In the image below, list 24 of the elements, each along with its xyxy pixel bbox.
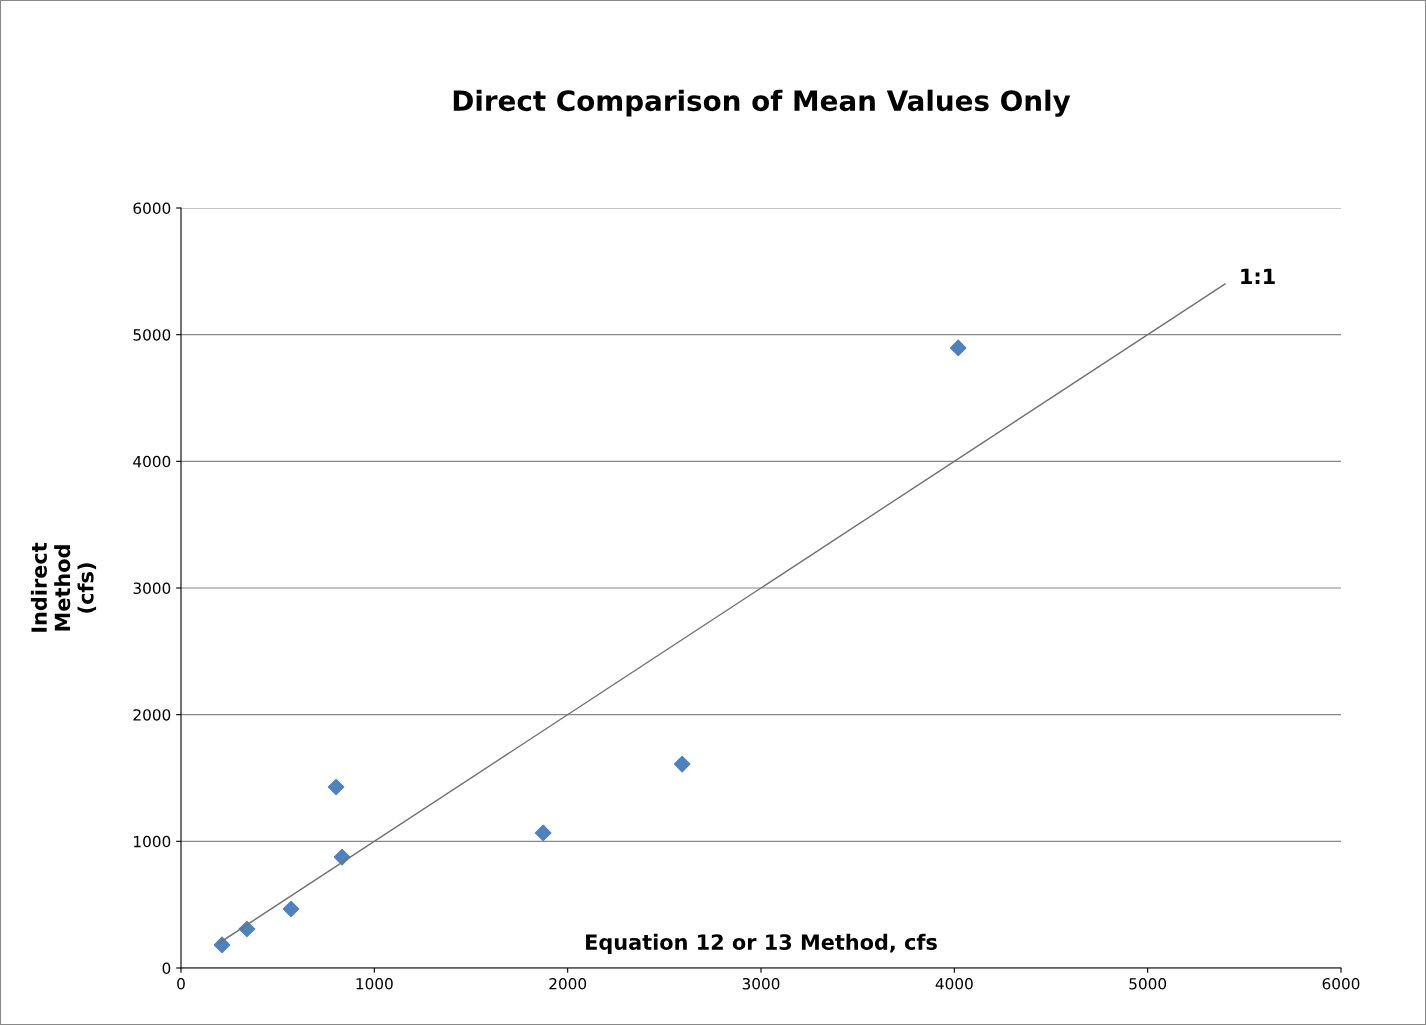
- y-tick-label: 6000: [133, 202, 171, 215]
- point: [949, 339, 967, 357]
- x-tick-label: 6000: [1322, 977, 1360, 990]
- point: [327, 778, 345, 796]
- y-tick-label: 4000: [133, 455, 171, 468]
- y-tick-label: 5000: [133, 329, 171, 341]
- point: [534, 824, 552, 842]
- chart-title: Direct Comparison of Mean Values Only: [453, 89, 1071, 117]
- x-axis-title: Equation 12 or 13 Method, cfs: [586, 933, 937, 954]
- y-tick-label: 2000: [133, 709, 171, 721]
- y-tick-label: 0: [162, 962, 171, 975]
- x-tick-label: 1000: [356, 977, 393, 990]
- x-tick-label: 5000: [1129, 977, 1167, 990]
- point: [213, 936, 231, 954]
- point: [282, 900, 300, 918]
- annotation: 1:1: [1241, 268, 1275, 284]
- y-tick-label: 1000: [134, 835, 171, 848]
- x-tick-label: 4000: [935, 977, 973, 990]
- point: [673, 755, 691, 773]
- x-tick-label: 0: [177, 977, 185, 990]
- y-tick-label: 3000: [133, 582, 171, 595]
- x-tick-label: 3000: [742, 977, 780, 990]
- y-axis-title: Indirect Method (cfs): [30, 542, 97, 632]
- x-tick-label: 2000: [549, 977, 587, 990]
